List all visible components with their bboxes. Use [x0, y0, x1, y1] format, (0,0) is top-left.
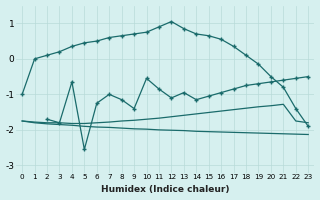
X-axis label: Humidex (Indice chaleur): Humidex (Indice chaleur) [101, 185, 229, 194]
